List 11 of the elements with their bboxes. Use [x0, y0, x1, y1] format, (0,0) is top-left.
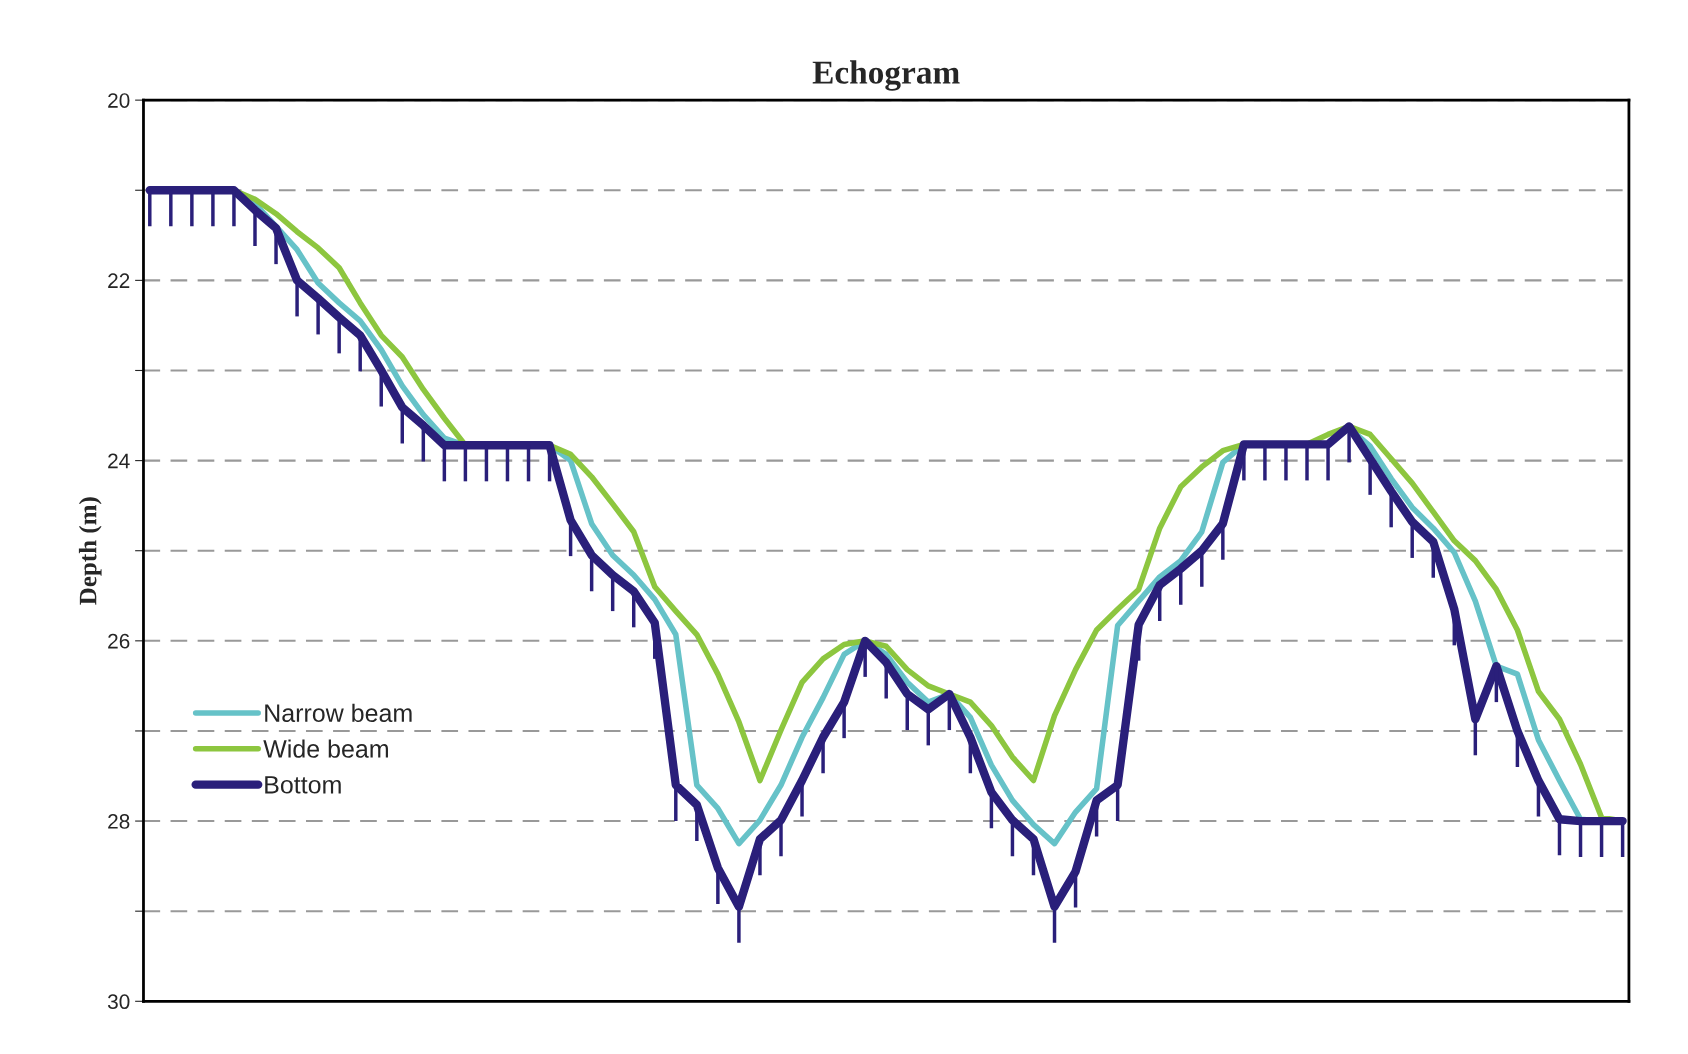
y-tick-label: 22 [108, 273, 130, 288]
legend-label: Bottom [265, 776, 341, 794]
y-tick-label: 26 [108, 633, 130, 649]
legend-label: Wide beam [263, 739, 388, 758]
y-tick-label: 20 [108, 93, 130, 108]
y-tick-label: 30 [107, 994, 130, 1010]
legend-label: Narrow beam [265, 703, 412, 723]
chart-title: Echogram [812, 60, 960, 91]
y-tick-label: 28 [108, 814, 130, 829]
y-tick-label: 24 [108, 453, 130, 469]
y-axis-title: Depth (m) [78, 497, 102, 605]
